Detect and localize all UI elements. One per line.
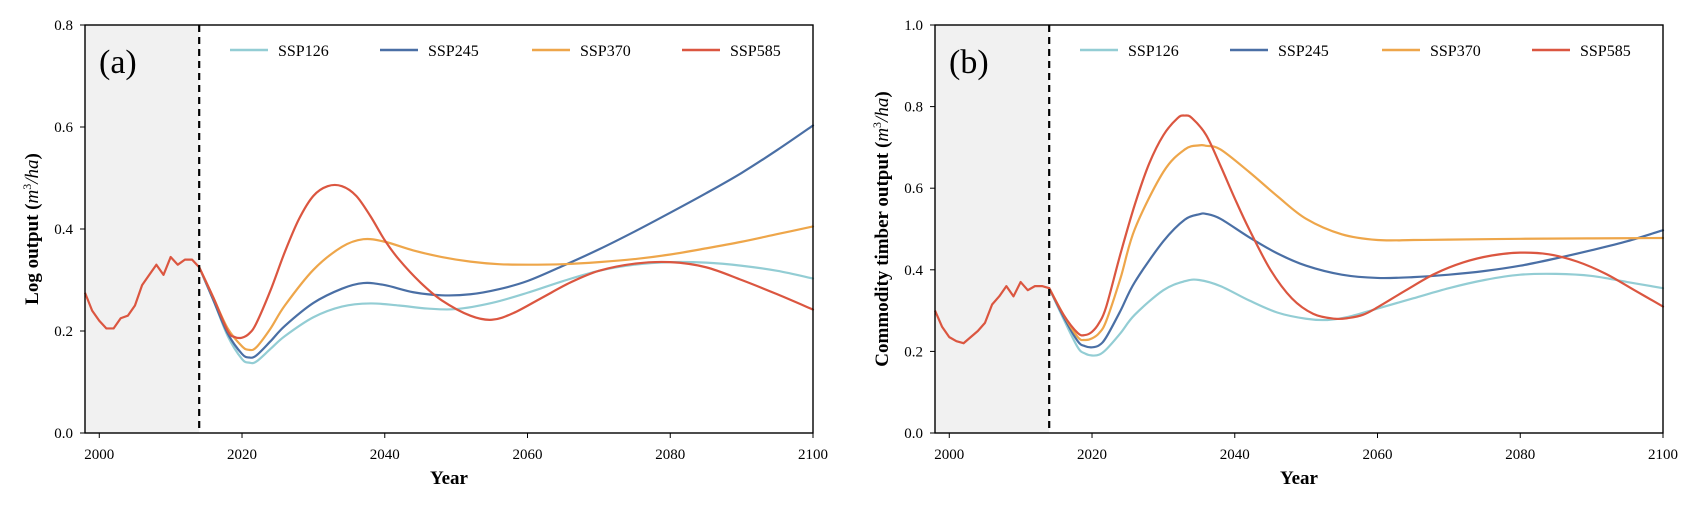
x-tick-label: 2020 xyxy=(1077,447,1107,463)
y-tick-label: 0.2 xyxy=(54,324,73,340)
panel-b: 0.0 0.2 0.4 0.6 0.8 1.0 2000 2020 2040 2060 2080 21… xyxy=(870,18,1678,489)
y-axis-title-main: Commodity timber output ( xyxy=(872,142,893,367)
y-tick-label: 0.6 xyxy=(54,120,73,136)
x-axis-title: Year xyxy=(430,468,469,489)
y-tick-label: 0.4 xyxy=(904,263,923,279)
x-tick-label: 2040 xyxy=(1220,447,1250,463)
historical-line xyxy=(83,255,201,330)
y-tick-label: 0.6 xyxy=(904,181,923,197)
y-axis-title-close: ) xyxy=(872,91,893,97)
legend-label-ssp245: SSP245 xyxy=(428,43,479,60)
panel-a: 0.0 0.2 0.4 0.6 0.8 2000 2020 2040 2060 2080 2100 (… xyxy=(20,18,828,489)
y-tick-label: 0.8 xyxy=(904,100,923,116)
x-tick-label: 2080 xyxy=(655,447,685,463)
historical-shading xyxy=(935,25,1050,433)
legend-label-ssp585: SSP585 xyxy=(730,43,781,60)
y-axis-title-unit-rest: /ha xyxy=(872,98,893,123)
y-tick-label: 1.0 xyxy=(904,18,923,34)
legend-label-ssp370: SSP370 xyxy=(1430,43,1481,60)
y-tick-label: 0.4 xyxy=(54,222,73,238)
x-axis-title: Year xyxy=(1280,468,1319,489)
historical-shading xyxy=(85,25,200,433)
y-axis-title-unit: m xyxy=(22,190,43,204)
series-line-ssp370 xyxy=(198,225,815,352)
legend: SSP126 SSP245 SSP370 SSP585 xyxy=(1080,43,1631,60)
x-tick-label: 2060 xyxy=(513,447,543,463)
x-tick-label: 2040 xyxy=(370,447,400,463)
y-axis-title: Commodity timber output (m3/ha) xyxy=(870,91,893,366)
series-line-ssp126 xyxy=(198,260,815,365)
y-tick-label: 0.0 xyxy=(54,426,73,442)
plot-frame xyxy=(934,24,1664,434)
legend: SSP126 SSP245 SSP370 SSP585 xyxy=(230,43,781,60)
panel-label: (a) xyxy=(99,44,137,81)
panel-label: (b) xyxy=(949,44,989,81)
y-axis-title-close: ) xyxy=(22,153,43,159)
plot-frame xyxy=(84,24,814,434)
legend-label-ssp245: SSP245 xyxy=(1278,43,1329,60)
legend-label-ssp126: SSP126 xyxy=(278,43,329,60)
series-line-ssp245 xyxy=(1048,212,1665,349)
x-tick-label: 2000 xyxy=(934,447,964,463)
series-line-ssp245 xyxy=(198,124,815,359)
x-tick-label: 2020 xyxy=(227,447,257,463)
legend-label-ssp585: SSP585 xyxy=(1580,43,1631,60)
legend-label-ssp370: SSP370 xyxy=(580,43,631,60)
y-axis-title-exponent: 3 xyxy=(20,184,34,190)
x-tick-label: 2100 xyxy=(1648,447,1678,463)
y-axis-title: Log output (m3/ha) xyxy=(20,153,43,305)
y-tick-label: 0.8 xyxy=(54,18,73,34)
x-tick-label: 2060 xyxy=(1363,447,1393,463)
legend-label-ssp126: SSP126 xyxy=(1128,43,1179,60)
y-axis-title-unit-rest: /ha xyxy=(22,159,43,184)
y-tick-label: 0.0 xyxy=(904,426,923,442)
series-line-ssp370 xyxy=(1048,143,1665,342)
y-axis-title-main: Log output ( xyxy=(22,203,43,304)
y-tick-label: 0.2 xyxy=(904,344,923,360)
historical-line xyxy=(933,280,1050,345)
y-axis-title-exponent: 3 xyxy=(870,122,884,128)
series-line-ssp585 xyxy=(1048,114,1665,337)
x-tick-label: 2000 xyxy=(84,447,114,463)
series-line-ssp585 xyxy=(198,183,815,340)
x-tick-label: 2080 xyxy=(1505,447,1535,463)
x-tick-label: 2100 xyxy=(798,447,828,463)
y-axis-title-unit: m xyxy=(872,128,893,142)
series-line-ssp126 xyxy=(1048,272,1665,357)
